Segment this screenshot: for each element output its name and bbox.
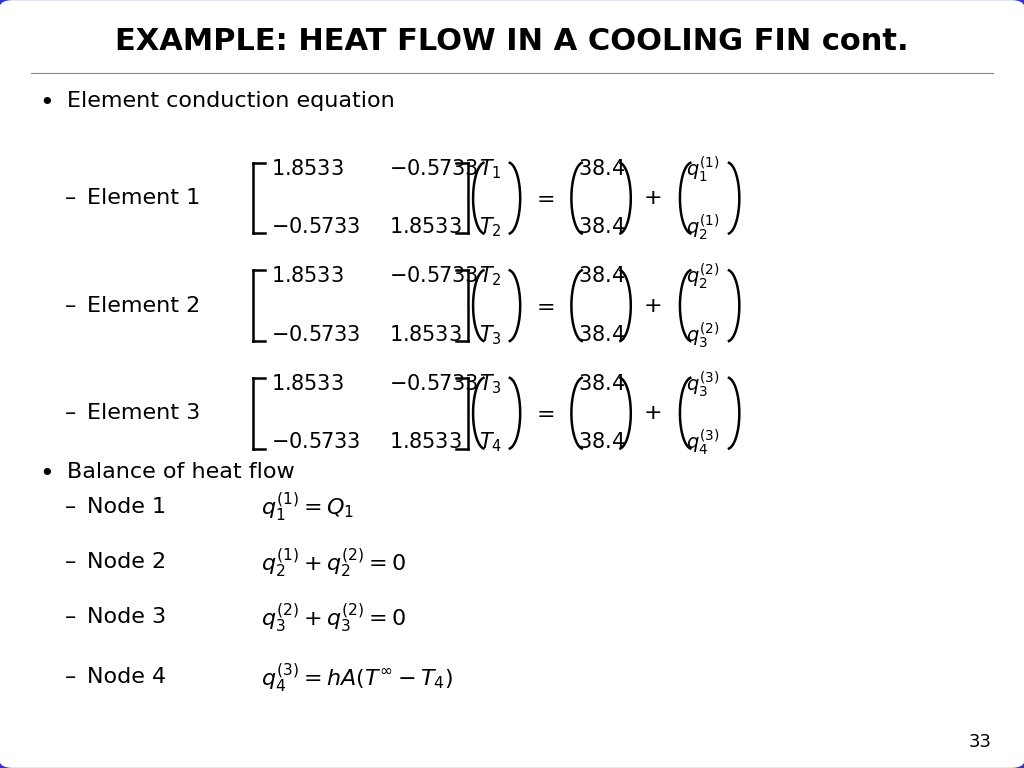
Text: $38.4$: $38.4$ xyxy=(578,432,625,452)
Text: –: – xyxy=(65,403,76,423)
Text: $1.8533$: $1.8533$ xyxy=(389,432,462,452)
Text: $-0.5733$: $-0.5733$ xyxy=(389,159,478,179)
Text: $q_2^{(1)} + q_2^{(2)} = 0$: $q_2^{(1)} + q_2^{(2)} = 0$ xyxy=(261,546,407,578)
Text: $q_{3}^{(3)}$: $q_{3}^{(3)}$ xyxy=(686,369,720,399)
Text: Balance of heat flow: Balance of heat flow xyxy=(67,462,294,482)
Text: EXAMPLE: HEAT FLOW IN A COOLING FIN cont.: EXAMPLE: HEAT FLOW IN A COOLING FIN cont… xyxy=(115,27,909,56)
Text: Element 1: Element 1 xyxy=(87,188,201,208)
Text: $-0.5733$: $-0.5733$ xyxy=(271,325,360,345)
Text: Node 3: Node 3 xyxy=(87,607,166,627)
Text: –: – xyxy=(65,667,76,687)
Text: Element 2: Element 2 xyxy=(87,296,201,316)
Text: $T_2$: $T_2$ xyxy=(479,265,502,288)
Text: $-0.5733$: $-0.5733$ xyxy=(271,432,360,452)
Text: Node 4: Node 4 xyxy=(87,667,166,687)
Text: $q_{4}^{(3)}$: $q_{4}^{(3)}$ xyxy=(686,428,720,457)
Text: $T_1$: $T_1$ xyxy=(479,157,502,180)
Text: $=$: $=$ xyxy=(532,188,555,208)
Text: $T_3$: $T_3$ xyxy=(479,372,502,396)
Text: $q_{1}^{(1)}$: $q_{1}^{(1)}$ xyxy=(686,154,720,184)
Text: –: – xyxy=(65,188,76,208)
Text: Element conduction equation: Element conduction equation xyxy=(67,91,394,111)
Text: –: – xyxy=(65,296,76,316)
Text: 33: 33 xyxy=(969,733,991,751)
Text: $-0.5733$: $-0.5733$ xyxy=(389,374,478,394)
Text: $T_2$: $T_2$ xyxy=(479,216,502,239)
Text: $38.4$: $38.4$ xyxy=(578,159,625,179)
Text: $38.4$: $38.4$ xyxy=(578,325,625,345)
Text: $1.8533$: $1.8533$ xyxy=(389,325,462,345)
Text: $=$: $=$ xyxy=(532,296,555,316)
Text: $=$: $=$ xyxy=(532,403,555,423)
Text: –: – xyxy=(65,497,76,517)
Text: $q_{2}^{(2)}$: $q_{2}^{(2)}$ xyxy=(686,262,720,291)
Text: Element 3: Element 3 xyxy=(87,403,201,423)
Text: $+$: $+$ xyxy=(643,296,662,316)
Text: $q_1^{(1)} = Q_1$: $q_1^{(1)} = Q_1$ xyxy=(261,491,354,523)
Text: $q_3^{(2)} + q_3^{(2)} = 0$: $q_3^{(2)} + q_3^{(2)} = 0$ xyxy=(261,601,407,634)
Text: $1.8533$: $1.8533$ xyxy=(271,266,344,286)
Text: $1.8533$: $1.8533$ xyxy=(271,374,344,394)
Text: $-0.5733$: $-0.5733$ xyxy=(389,266,478,286)
Text: –: – xyxy=(65,552,76,572)
Text: $+$: $+$ xyxy=(643,188,662,208)
Text: $-0.5733$: $-0.5733$ xyxy=(271,217,360,237)
Text: $1.8533$: $1.8533$ xyxy=(389,217,462,237)
Text: •: • xyxy=(39,462,53,486)
Text: $38.4$: $38.4$ xyxy=(578,217,625,237)
Text: $1.8533$: $1.8533$ xyxy=(271,159,344,179)
Text: $q_4^{(3)} = hA(T^{\infty} - T_4)$: $q_4^{(3)} = hA(T^{\infty} - T_4)$ xyxy=(261,661,453,694)
Text: $q_{3}^{(2)}$: $q_{3}^{(2)}$ xyxy=(686,320,720,349)
Text: $T_3$: $T_3$ xyxy=(479,323,502,346)
Text: Node 1: Node 1 xyxy=(87,497,166,517)
Text: $38.4$: $38.4$ xyxy=(578,266,625,286)
Text: •: • xyxy=(39,91,53,114)
Text: $q_{2}^{(1)}$: $q_{2}^{(1)}$ xyxy=(686,213,720,242)
Text: $T_4$: $T_4$ xyxy=(479,431,503,454)
Text: –: – xyxy=(65,607,76,627)
Text: Node 2: Node 2 xyxy=(87,552,166,572)
Text: $38.4$: $38.4$ xyxy=(578,374,625,394)
Text: $+$: $+$ xyxy=(643,403,662,423)
